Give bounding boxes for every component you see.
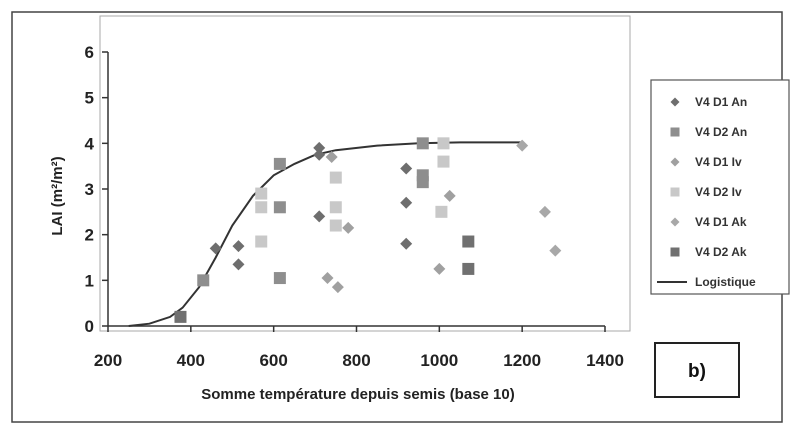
data-point bbox=[400, 196, 413, 209]
data-point bbox=[400, 162, 413, 175]
y-tick-label: 6 bbox=[85, 43, 94, 62]
data-point bbox=[255, 201, 268, 214]
data-point bbox=[255, 187, 268, 200]
plot-area bbox=[99, 15, 631, 332]
data-point bbox=[462, 235, 475, 248]
data-point bbox=[232, 258, 245, 271]
legend-marker-icon bbox=[670, 97, 680, 107]
y-tick-label: 3 bbox=[85, 180, 94, 199]
legend-label: V4 D1 Ak bbox=[695, 215, 747, 229]
y-tick-label: 2 bbox=[85, 226, 94, 245]
data-point bbox=[416, 176, 429, 189]
data-point bbox=[462, 262, 475, 275]
data-point bbox=[437, 155, 450, 168]
data-point bbox=[313, 210, 326, 223]
data-point bbox=[437, 137, 450, 150]
data-point bbox=[197, 274, 210, 287]
data-point bbox=[273, 201, 286, 214]
legend-label: V4 D2 Iv bbox=[695, 185, 742, 199]
legend-marker-icon bbox=[670, 247, 680, 257]
data-point bbox=[433, 262, 446, 275]
data-point bbox=[342, 221, 355, 234]
data-point bbox=[273, 272, 286, 285]
data-point bbox=[329, 201, 342, 214]
data-point bbox=[209, 242, 222, 255]
data-point bbox=[443, 189, 456, 202]
x-tick-label: 1400 bbox=[586, 351, 624, 370]
panel-label-box bbox=[654, 342, 740, 398]
legend: V4 D1 An V4 D2 An V4 D1 Iv V4 D2 Iv V4 D1 Ak… bbox=[657, 95, 756, 289]
y-tick-label: 1 bbox=[85, 271, 94, 290]
data-point bbox=[435, 205, 448, 218]
y-tick-label: 4 bbox=[85, 134, 95, 153]
points-layer bbox=[174, 137, 562, 323]
data-point bbox=[329, 219, 342, 232]
legend-marker-icon bbox=[670, 217, 680, 227]
x-tick-label: 1200 bbox=[503, 351, 541, 370]
x-tick-label: 1000 bbox=[420, 351, 458, 370]
legend-label: V4 D2 Ak bbox=[695, 245, 747, 259]
data-point bbox=[174, 310, 187, 323]
data-point bbox=[549, 244, 562, 257]
data-point bbox=[232, 240, 245, 253]
data-point bbox=[329, 171, 342, 184]
x-tick-label: 600 bbox=[259, 351, 287, 370]
data-point bbox=[538, 205, 551, 218]
y-tick-label: 5 bbox=[85, 89, 94, 108]
data-point bbox=[416, 137, 429, 150]
legend-marker-icon bbox=[670, 187, 680, 197]
data-point bbox=[331, 281, 344, 294]
legend-marker-icon bbox=[670, 157, 680, 167]
data-point bbox=[313, 141, 326, 154]
data-point bbox=[321, 272, 334, 285]
legend-box bbox=[650, 79, 790, 295]
x-axis-title: Somme température depuis semis (base 10) bbox=[201, 386, 514, 403]
legend-label: V4 D1 Iv bbox=[695, 155, 742, 169]
x-tick-label: 200 bbox=[94, 351, 122, 370]
x-tick-label: 400 bbox=[177, 351, 205, 370]
legend-label: Logistique bbox=[695, 275, 756, 289]
legend-label: V4 D1 An bbox=[695, 95, 747, 109]
ticks: 0 1 2 3 4 5 6 200 400 600 800 1000 1200 1400 bbox=[85, 43, 624, 370]
data-point bbox=[400, 237, 413, 250]
data-point bbox=[313, 148, 326, 161]
x-tick-label: 800 bbox=[342, 351, 370, 370]
panel-label: b) bbox=[688, 361, 706, 382]
data-point bbox=[325, 151, 338, 164]
data-point bbox=[516, 139, 529, 152]
y-axis-title: LAI (m²/m²) bbox=[49, 156, 66, 235]
y-tick-label: 0 bbox=[85, 317, 94, 336]
data-point bbox=[255, 235, 268, 248]
data-point bbox=[273, 157, 286, 170]
legend-marker-icon bbox=[670, 127, 680, 137]
legend-label: V4 D2 An bbox=[695, 125, 747, 139]
